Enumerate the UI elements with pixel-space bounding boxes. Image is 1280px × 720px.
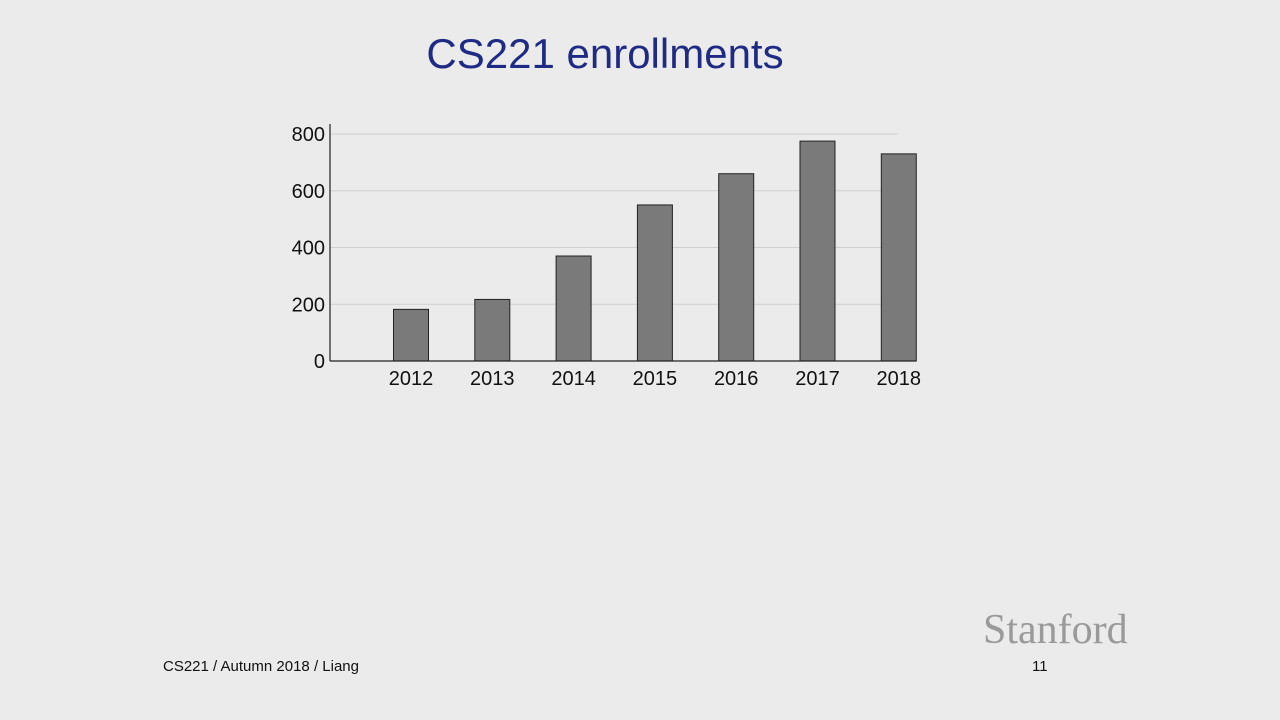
- bar-2017: [799, 140, 836, 362]
- x-tick-label: 2015: [633, 368, 678, 390]
- bar-2018: [880, 153, 917, 362]
- footer-text: CS221 / Autumn 2018 / Liang: [163, 658, 359, 675]
- y-tick-label: 0: [314, 351, 325, 373]
- page-number: 11: [1032, 658, 1048, 675]
- slide-title: CS221 enrollments: [426, 30, 784, 77]
- x-tick-label: 2013: [470, 368, 515, 390]
- x-tick-label: 2016: [714, 368, 759, 390]
- axes: [329, 124, 916, 362]
- x-tick-label: 2017: [795, 368, 840, 390]
- x-tick-label: 2014: [551, 368, 596, 390]
- y-tick-label: 400: [292, 238, 325, 260]
- bar-2014: [555, 255, 592, 362]
- y-tick-label: 200: [292, 294, 325, 316]
- y-tick-label: 800: [292, 124, 325, 146]
- bar-2016: [718, 173, 755, 362]
- bar-2012: [393, 308, 429, 362]
- tick-labels: 0 200 400 600 800 2012 2013 2014 2015 2016 2017 201…: [292, 124, 921, 390]
- bar-2013: [474, 298, 511, 362]
- stanford-logo: Stanford: [983, 607, 1128, 653]
- x-tick-label: 2018: [877, 368, 922, 390]
- x-tick-label: 2012: [389, 368, 434, 390]
- bars: [393, 140, 917, 362]
- bar-2015: [636, 204, 673, 362]
- y-tick-label: 600: [292, 181, 325, 203]
